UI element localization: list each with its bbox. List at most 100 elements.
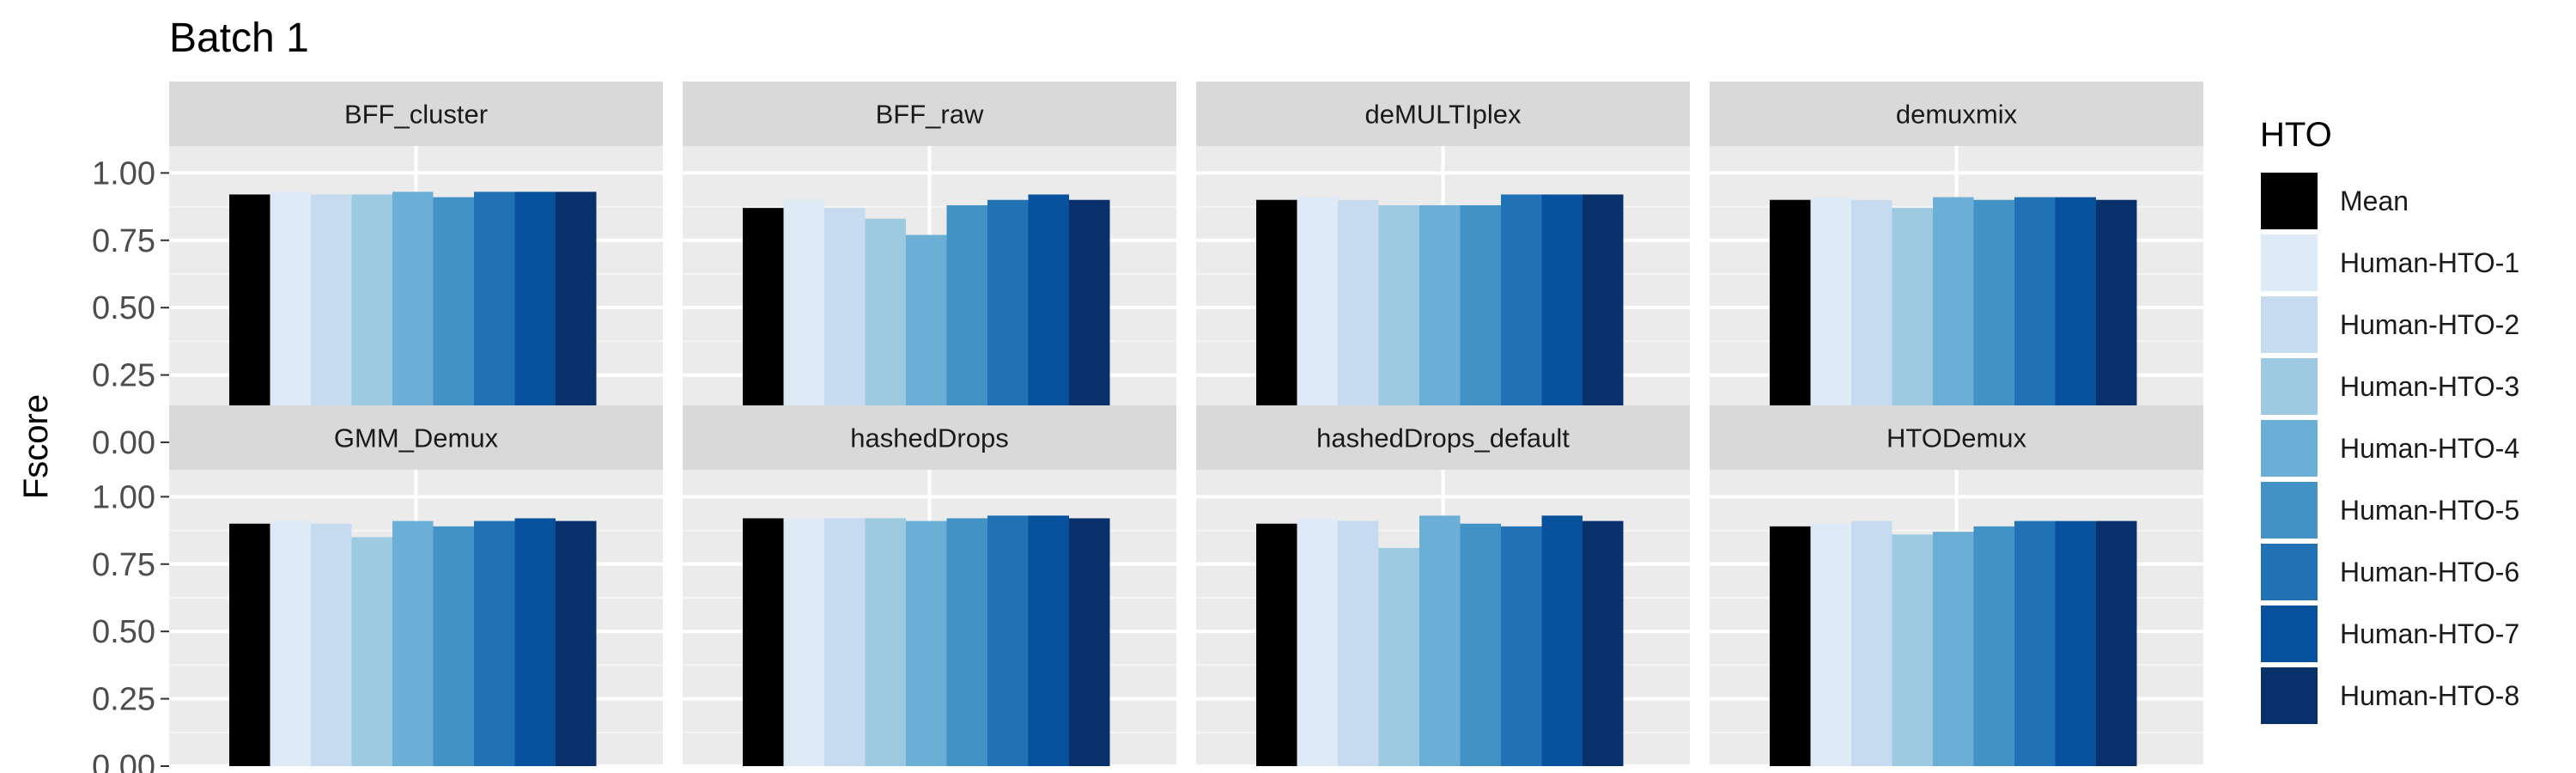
facet-panel-deMULTIplex: deMULTIplex	[1196, 82, 1690, 444]
bar-demuxmix-Human-HTO-2	[1851, 199, 1893, 442]
legend-key	[2261, 606, 2318, 662]
bar-GMM_Demux-Human-HTO-1	[270, 520, 311, 766]
bar-GMM_Demux-Mean	[229, 523, 270, 766]
facet-panel-GMM_Demux: GMM_Demux 0.00 0.25 0.50 0.75 1.00	[92, 405, 663, 773]
bar-BFF_raw-Human-HTO-1	[783, 199, 824, 442]
bar-BFF_cluster-Human-HTO-1	[270, 192, 311, 442]
bar-demuxmix-Human-HTO-4	[1933, 197, 1974, 442]
bar-hashedDrops_default-Human-HTO-4	[1419, 515, 1461, 766]
bar-BFF_cluster-Human-HTO-8	[556, 192, 597, 442]
y-tick-label: 1.00	[92, 155, 155, 192]
bar-deMULTIplex-Mean	[1256, 199, 1297, 442]
bar-hashedDrops-Human-HTO-3	[865, 518, 906, 766]
panels-layer: BFF_cluster 0.00 0.25 0.50 0.75 1.00 BFF_raw de…	[92, 82, 2203, 773]
y-tick-label: 0.00	[92, 749, 155, 773]
legend-item-Human-HTO-4: Human-HTO-4	[2261, 420, 2519, 477]
y-tick-label: 0.25	[92, 682, 155, 718]
bar-demuxmix-Human-HTO-8	[2096, 199, 2137, 442]
legend-key	[2261, 420, 2318, 477]
facet-panel-HTODemux: HTODemux	[1710, 405, 2203, 768]
y-tick-label: 0.75	[92, 547, 155, 583]
bar-deMULTIplex-Human-HTO-6	[1501, 194, 1542, 443]
bar-hashedDrops-Human-HTO-6	[987, 515, 1029, 766]
bar-demuxmix-Human-HTO-3	[1892, 208, 1933, 443]
bar-HTODemux-Human-HTO-2	[1851, 520, 1893, 766]
facet-panel-hashedDrops: hashedDrops	[683, 405, 1176, 768]
facet-strip-label: GMM_Demux	[334, 423, 499, 453]
bar-BFF_raw-Mean	[743, 208, 784, 443]
legend-item-Human-HTO-5: Human-HTO-5	[2261, 482, 2519, 539]
facet-strip-label: hashedDrops	[850, 423, 1008, 453]
bar-GMM_Demux-Human-HTO-8	[556, 520, 597, 766]
y-tick-label: 0.75	[92, 223, 155, 259]
bar-hashedDrops-Human-HTO-4	[906, 520, 947, 766]
bar-hashedDrops_default-Human-HTO-2	[1338, 520, 1379, 766]
legend: Mean Human-HTO-1 Human-HTO-2 Human-HTO-3 Hum…	[2261, 173, 2519, 724]
bar-BFF_raw-Human-HTO-3	[865, 218, 906, 442]
legend-key	[2261, 667, 2318, 724]
bar-BFF_raw-Human-HTO-8	[1069, 199, 1110, 442]
bar-BFF_cluster-Human-HTO-2	[311, 194, 352, 443]
bar-BFF_cluster-Mean	[229, 194, 270, 443]
bar-hashedDrops-Human-HTO-2	[824, 518, 866, 766]
bar-hashedDrops-Human-HTO-1	[783, 518, 824, 766]
facet-panel-BFF_cluster: BFF_cluster 0.00 0.25 0.50 0.75 1.00	[92, 82, 663, 461]
bar-GMM_Demux-Human-HTO-4	[392, 520, 434, 766]
facet-strip	[169, 82, 663, 146]
facet-strip-label: hashedDrops_default	[1316, 423, 1570, 453]
bar-HTODemux-Human-HTO-6	[2014, 520, 2056, 766]
bar-demuxmix-Human-HTO-1	[1810, 197, 1851, 442]
legend-label: Human-HTO-4	[2340, 433, 2519, 464]
bar-BFF_cluster-Human-HTO-6	[474, 192, 515, 442]
bar-deMULTIplex-Human-HTO-7	[1541, 194, 1583, 443]
bar-GMM_Demux-Human-HTO-2	[311, 523, 352, 766]
legend-item-Human-HTO-8: Human-HTO-8	[2261, 667, 2519, 724]
facet-strip-label: HTODemux	[1886, 423, 2027, 453]
facet-strip-label: deMULTIplex	[1364, 100, 1522, 130]
bar-GMM_Demux-Human-HTO-5	[433, 526, 474, 766]
bar-HTODemux-Human-HTO-3	[1892, 534, 1933, 766]
bar-hashedDrops-Mean	[743, 518, 784, 766]
y-tick-label: 0.25	[92, 358, 155, 394]
facet-strip	[683, 82, 1176, 146]
facet-strip	[1710, 82, 2203, 146]
facet-strip-label: BFF_cluster	[344, 100, 488, 130]
bar-deMULTIplex-Human-HTO-5	[1460, 205, 1501, 442]
bar-hashedDrops_default-Human-HTO-6	[1501, 526, 1542, 766]
bar-hashedDrops_default-Mean	[1256, 523, 1297, 766]
y-tick-label: 0.50	[92, 614, 155, 650]
legend-label: Human-HTO-3	[2340, 371, 2519, 402]
chart-title: Batch 1	[169, 15, 309, 61]
legend-label: Human-HTO-1	[2340, 247, 2519, 278]
legend-label: Human-HTO-2	[2340, 309, 2519, 340]
bar-HTODemux-Human-HTO-1	[1810, 523, 1851, 766]
facet-panel-demuxmix: demuxmix	[1710, 82, 2203, 444]
facet-strip	[1196, 82, 1690, 146]
legend-label: Human-HTO-5	[2340, 495, 2519, 526]
bar-hashedDrops_default-Human-HTO-1	[1297, 518, 1338, 766]
bar-deMULTIplex-Human-HTO-3	[1378, 205, 1419, 442]
bar-HTODemux-Human-HTO-8	[2096, 520, 2137, 766]
legend-key	[2261, 173, 2318, 229]
legend-key	[2261, 296, 2318, 353]
legend-label: Human-HTO-8	[2340, 680, 2519, 711]
bar-demuxmix-Human-HTO-6	[2014, 197, 2056, 442]
y-tick-label: 0.50	[92, 290, 155, 326]
bar-BFF_cluster-Human-HTO-3	[351, 194, 392, 443]
y-tick-label: 1.00	[92, 479, 155, 515]
legend-label: Human-HTO-6	[2340, 557, 2519, 587]
legend-item-Human-HTO-2: Human-HTO-2	[2261, 296, 2519, 353]
bar-BFF_raw-Human-HTO-6	[987, 199, 1029, 442]
bar-demuxmix-Human-HTO-5	[1973, 199, 2014, 442]
bar-hashedDrops-Human-HTO-5	[946, 518, 987, 766]
legend-title: HTO	[2260, 116, 2332, 154]
facet-strip-label: BFF_raw	[876, 100, 984, 130]
facet-strip	[1196, 405, 1690, 470]
facet-panel-BFF_raw: BFF_raw	[683, 82, 1176, 444]
bar-deMULTIplex-Human-HTO-4	[1419, 205, 1461, 442]
y-axis-title: Fscore	[17, 394, 55, 499]
bar-BFF_cluster-Human-HTO-7	[514, 192, 556, 442]
legend-item-Human-HTO-3: Human-HTO-3	[2261, 358, 2519, 415]
facet-strip-label: demuxmix	[1896, 100, 2018, 130]
